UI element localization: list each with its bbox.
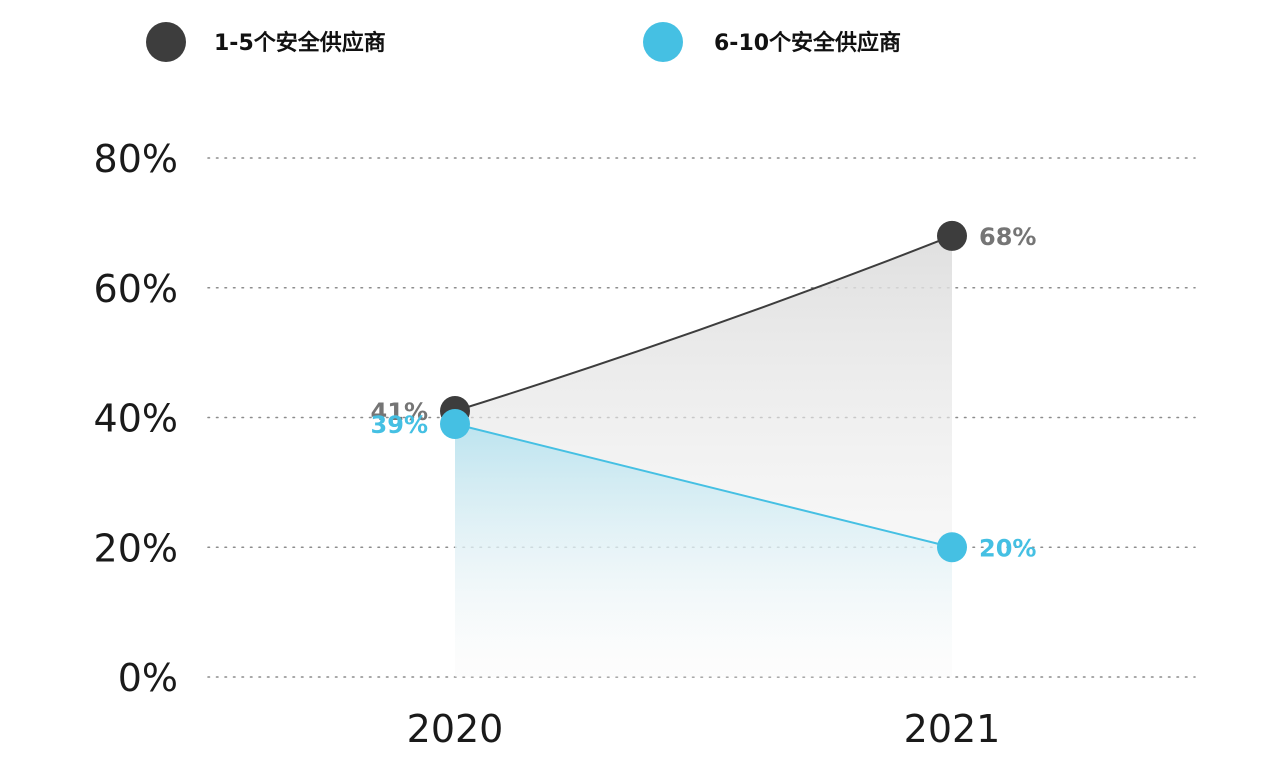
legend-label-series-1: 1-5个安全供应商 <box>214 30 386 56</box>
data-label-series-2-2020: 39% <box>371 411 428 439</box>
y-tick-label-80: 80% <box>94 137 178 181</box>
y-axis: 0% 20% 40% 60% 80% <box>94 137 178 700</box>
data-label-series-1-2021: 68% <box>979 223 1036 251</box>
data-point-series-2-2021[interactable] <box>937 532 967 563</box>
data-point-series-2-2020[interactable] <box>440 408 470 439</box>
data-point-series-1-2021[interactable] <box>937 220 967 251</box>
legend: 1-5个安全供应商 6-10个安全供应商 <box>146 22 901 62</box>
y-tick-label-20: 20% <box>94 526 178 570</box>
legend-item-series-2[interactable]: 6-10个安全供应商 <box>643 22 901 62</box>
series-line-series-1 <box>454 234 953 412</box>
legend-item-series-1[interactable]: 1-5个安全供应商 <box>146 22 386 62</box>
x-tick-label-2021: 2021 <box>904 707 1001 751</box>
legend-marker-series-1 <box>146 22 186 62</box>
x-tick-label-2020: 2020 <box>407 707 504 751</box>
y-tick-label-0: 0% <box>118 656 178 700</box>
series-line-series-2 <box>454 423 953 549</box>
y-tick-label-40: 40% <box>94 397 178 441</box>
data-label-series-2-2021: 20% <box>979 534 1036 562</box>
legend-marker-series-2 <box>643 22 683 62</box>
data-label-series-1-2020: 41% <box>371 398 428 426</box>
legend-label-series-2: 6-10个安全供应商 <box>714 30 901 56</box>
y-tick-label-60: 60% <box>94 267 178 311</box>
area-fill-series-2 <box>455 423 952 677</box>
